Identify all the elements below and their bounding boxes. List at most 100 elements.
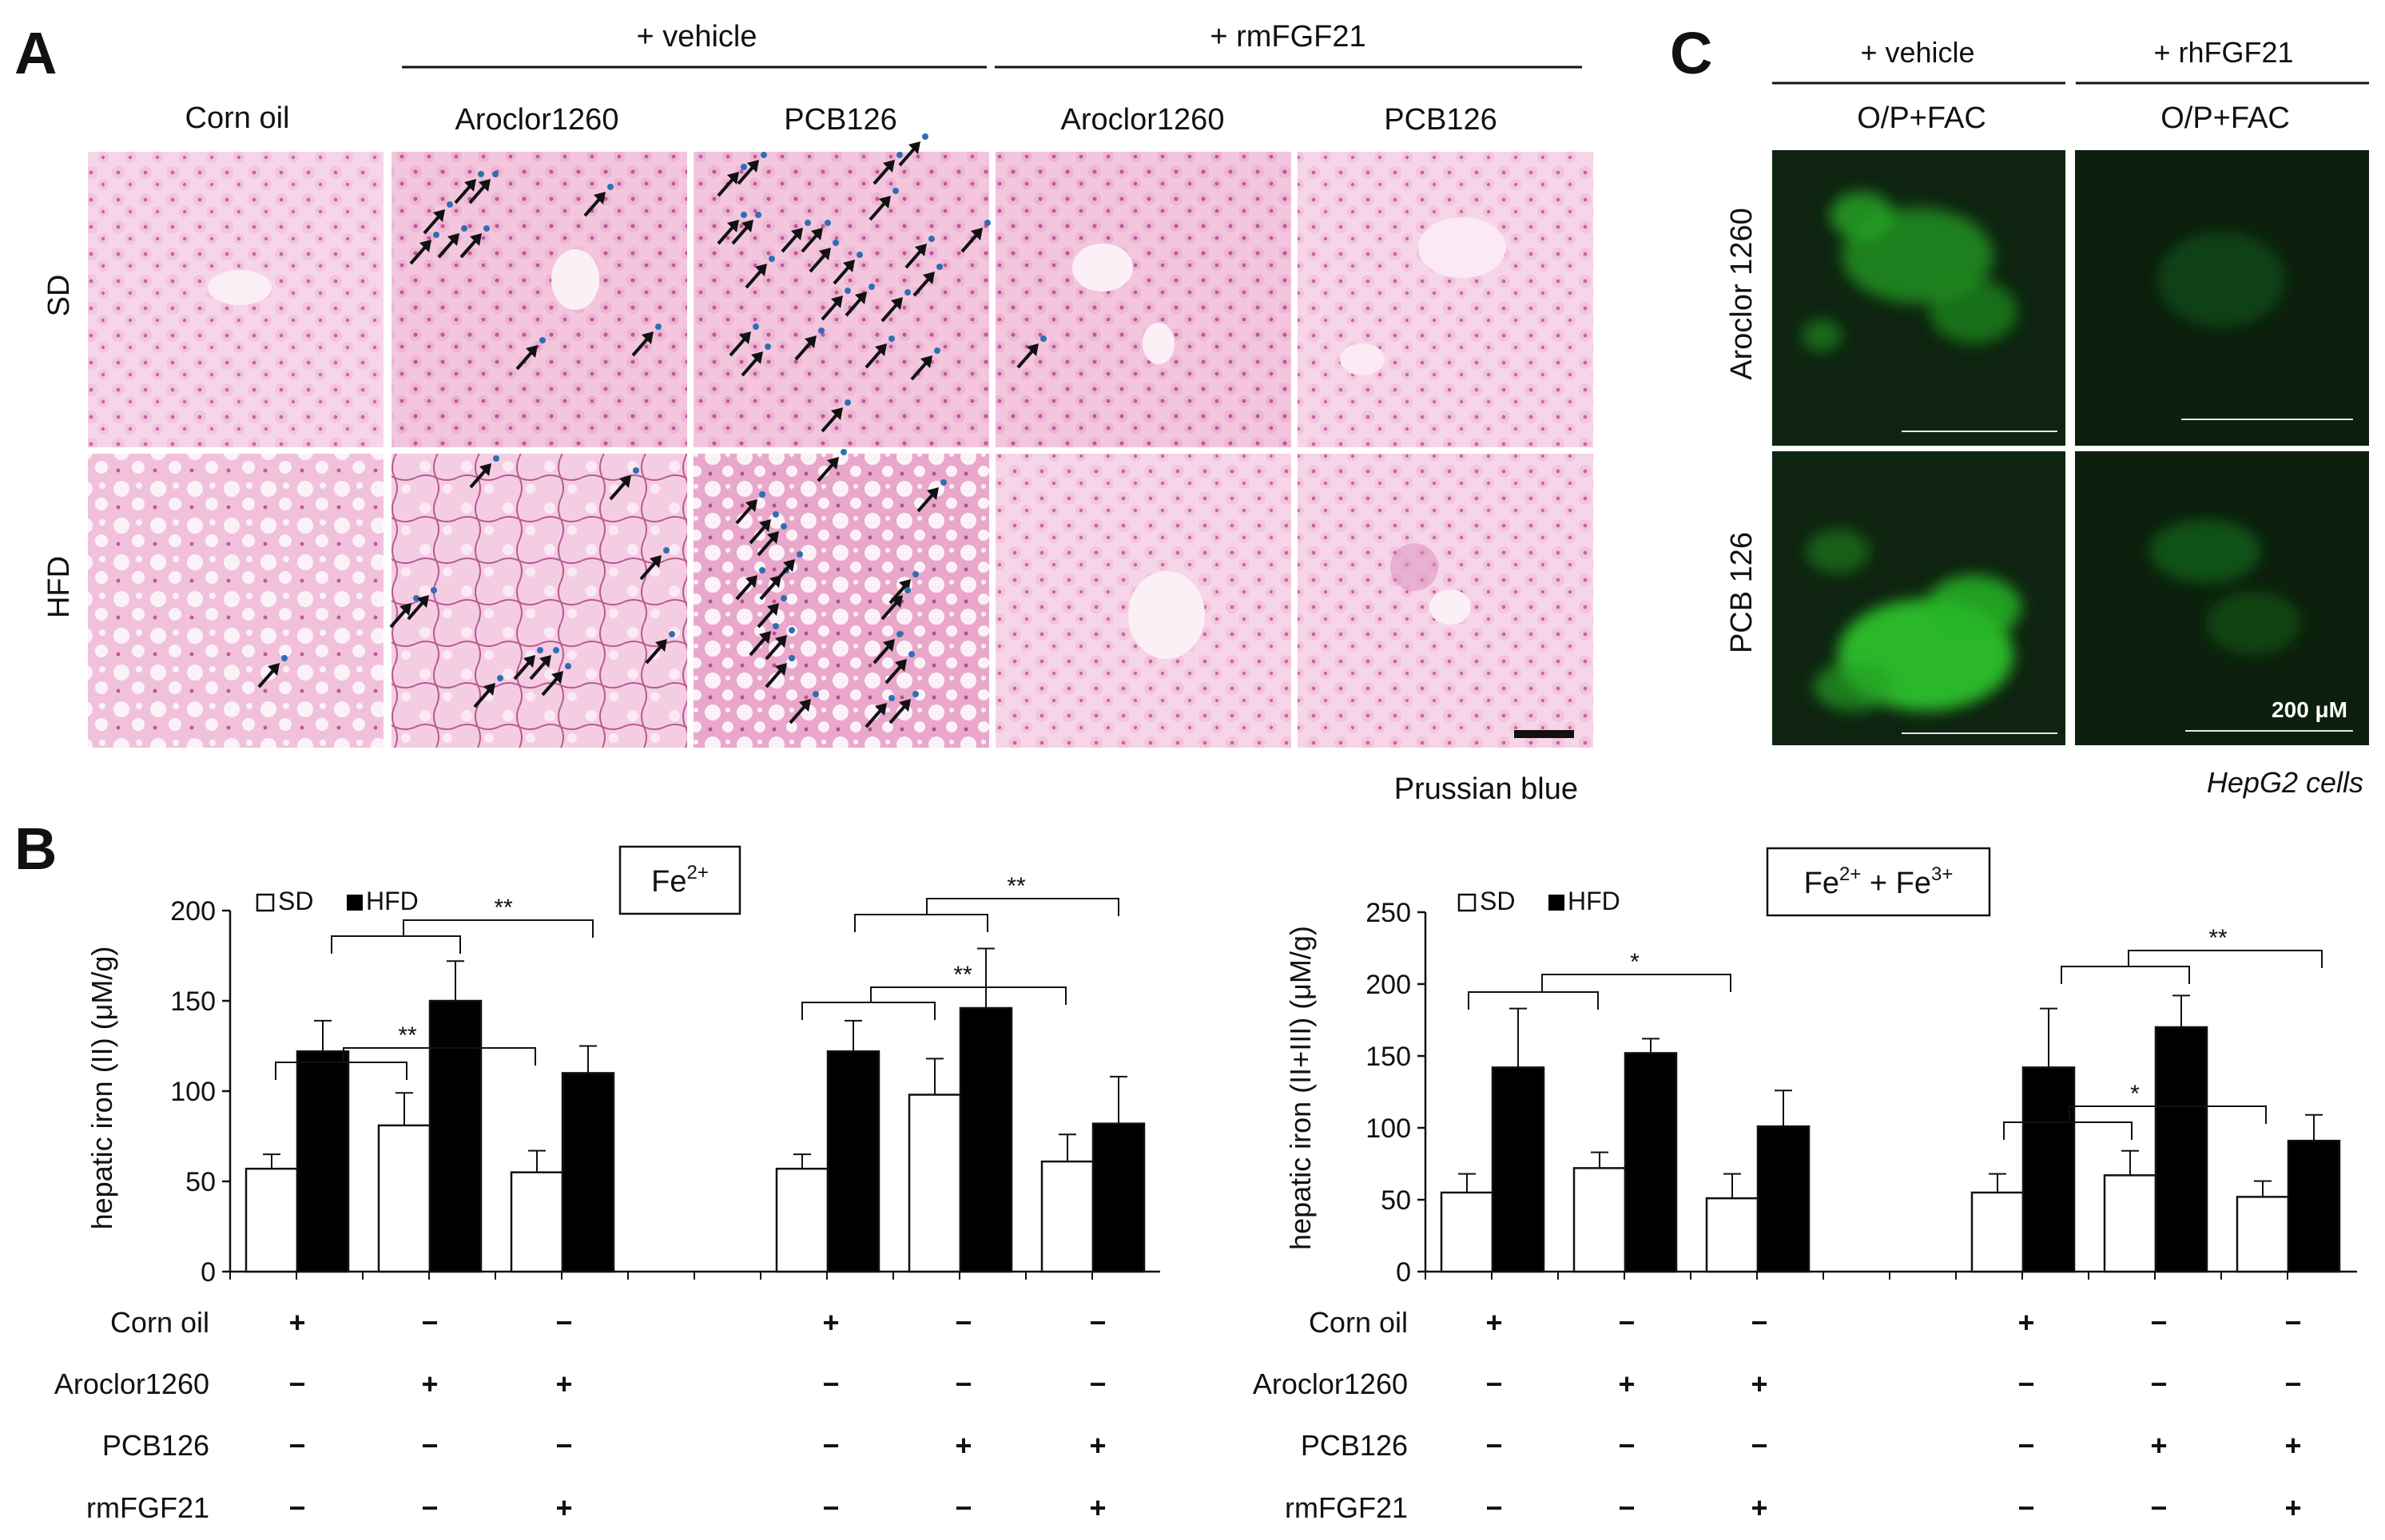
treatment-mark: + <box>288 1306 305 1339</box>
arrow-marker <box>960 220 991 253</box>
significance-bracket: ** <box>801 962 1067 1020</box>
stain-label: Prussian blue <box>1394 772 1578 806</box>
treatment-mark: − <box>2150 1367 2167 1400</box>
significance-mark: ** <box>953 962 972 988</box>
panel-letter-b: B <box>14 816 57 882</box>
bar-hfd <box>2287 1139 2341 1273</box>
column-label-corn-oil: Corn oil <box>185 101 290 135</box>
arrow-marker <box>745 256 775 289</box>
treatment-mark: − <box>1485 1429 1502 1462</box>
group-header-vehicle-a: + vehicle <box>636 20 757 54</box>
treatment-mark: + <box>1751 1491 1767 1524</box>
treatment-mark: + <box>822 1306 839 1339</box>
arrow-marker <box>741 343 771 377</box>
treatment-label: Aroclor1260 <box>1253 1367 1408 1400</box>
arrow-marker <box>749 511 779 545</box>
arrow-marker <box>833 252 863 285</box>
fluorescence-tile-pcb-rhfgf21: 200 μM <box>2075 451 2369 745</box>
treatment-mark: − <box>288 1367 305 1400</box>
arrow-marker <box>910 347 940 381</box>
arrow-marker <box>639 547 670 581</box>
arrow-marker <box>789 691 819 724</box>
arrow-marker <box>817 449 847 482</box>
significance-bracket: * <box>1468 949 1731 1010</box>
y-tick-label: 50 <box>185 1167 216 1197</box>
treatment-mark: + <box>2284 1429 2301 1462</box>
histology-tile-sd-corn-oil <box>88 152 384 447</box>
row-label-aroclor-c: Aroclor 1260 <box>1725 208 1759 379</box>
panel-letter-c: C <box>1670 20 1712 86</box>
arrow-marker <box>454 171 484 204</box>
arrow-marker <box>880 289 911 323</box>
arrow-marker <box>529 647 559 681</box>
y-tick-label: 250 <box>1365 898 1411 928</box>
arrow-marker <box>794 327 825 361</box>
legend: SD HFD <box>1457 887 1620 915</box>
significance-mark: ** <box>398 1022 417 1049</box>
treatment-mark: + <box>421 1367 438 1400</box>
treatment-mark: − <box>2017 1367 2034 1400</box>
arrow-marker <box>865 695 895 728</box>
treatment-mark: − <box>421 1491 438 1524</box>
treatment-mark: − <box>2017 1491 2034 1524</box>
arrow-marker <box>717 164 747 197</box>
arrow-marker <box>541 663 571 697</box>
treatment-mark: + <box>1485 1306 1502 1339</box>
arrow-marker <box>809 240 839 273</box>
arrow-marker <box>631 323 662 357</box>
treatment-mark: − <box>288 1491 305 1524</box>
column-label-op-fac-vehicle: O/P+FAC <box>1857 101 1986 135</box>
group-header-vehicle-c: + vehicle <box>1860 36 1974 69</box>
group-header-rhfgf21-c: + rhFGF21 <box>2153 36 2293 69</box>
chart-fe2: hepatic iron (II) (μM/g) 0 50 100 150 200 SD H… <box>85 845 1160 1288</box>
bar-sd <box>908 1093 962 1273</box>
arrow-marker <box>469 455 499 489</box>
significance-mark: ** <box>2208 925 2228 951</box>
arrow-marker <box>873 631 903 665</box>
arrow-marker <box>888 691 919 724</box>
histology-tile-hfd-pcb-vehicle <box>694 449 989 748</box>
arrow-marker <box>423 201 453 235</box>
legend-label-hfd: HFD <box>1568 887 1620 915</box>
bar-sd <box>1970 1191 2025 1273</box>
arrow-marker <box>884 651 915 685</box>
arrow-marker <box>468 171 499 204</box>
fluorescence-tile-aroclor-vehicle <box>1772 150 2065 446</box>
significance-mark: * <box>2130 1081 2140 1107</box>
treatment-mark: − <box>1751 1429 1767 1462</box>
treatment-mark: − <box>955 1367 972 1400</box>
bar-sd <box>1040 1160 1095 1273</box>
arrow-marker <box>459 225 490 259</box>
significance-bracket: ** <box>2061 925 2323 984</box>
treatment-mark: − <box>1485 1367 1502 1400</box>
treatment-mark: − <box>421 1306 438 1339</box>
arrow-marker <box>821 288 851 321</box>
arrow-marker <box>737 152 767 185</box>
significance-mark: * <box>1630 949 1640 975</box>
significance-bracket: ** <box>854 873 1119 932</box>
treatment-label: rmFGF21 <box>1285 1491 1408 1524</box>
treatment-mark: + <box>1751 1367 1767 1400</box>
treatment-mark: + <box>2284 1491 2301 1524</box>
bar-sd <box>377 1124 431 1273</box>
arrow-marker <box>735 567 765 601</box>
significance-bracket: ** <box>275 1022 536 1080</box>
legend: SD HFD <box>256 887 419 915</box>
bar-hfd <box>1091 1122 1146 1273</box>
arrow-marker <box>389 595 419 629</box>
arrow-marker <box>765 655 795 689</box>
arrow-marker <box>801 220 831 253</box>
treatment-mark: + <box>1618 1367 1635 1400</box>
arrow-marker <box>645 631 675 665</box>
legend-swatch-hfd <box>1548 895 1564 911</box>
chart-title-fe2-fe3: Fe2+ + Fe3+ <box>1804 863 1954 900</box>
y-tick-label: 0 <box>201 1257 216 1288</box>
arrow-marker <box>865 335 895 369</box>
bar-hfd <box>1756 1125 1811 1273</box>
treatment-label: PCB126 <box>102 1429 209 1462</box>
legend-label-hfd: HFD <box>366 887 419 915</box>
histology-tile-sd-pcb-vehicle <box>694 133 991 447</box>
arrow-marker <box>513 647 543 681</box>
arrow-marker <box>845 284 875 317</box>
